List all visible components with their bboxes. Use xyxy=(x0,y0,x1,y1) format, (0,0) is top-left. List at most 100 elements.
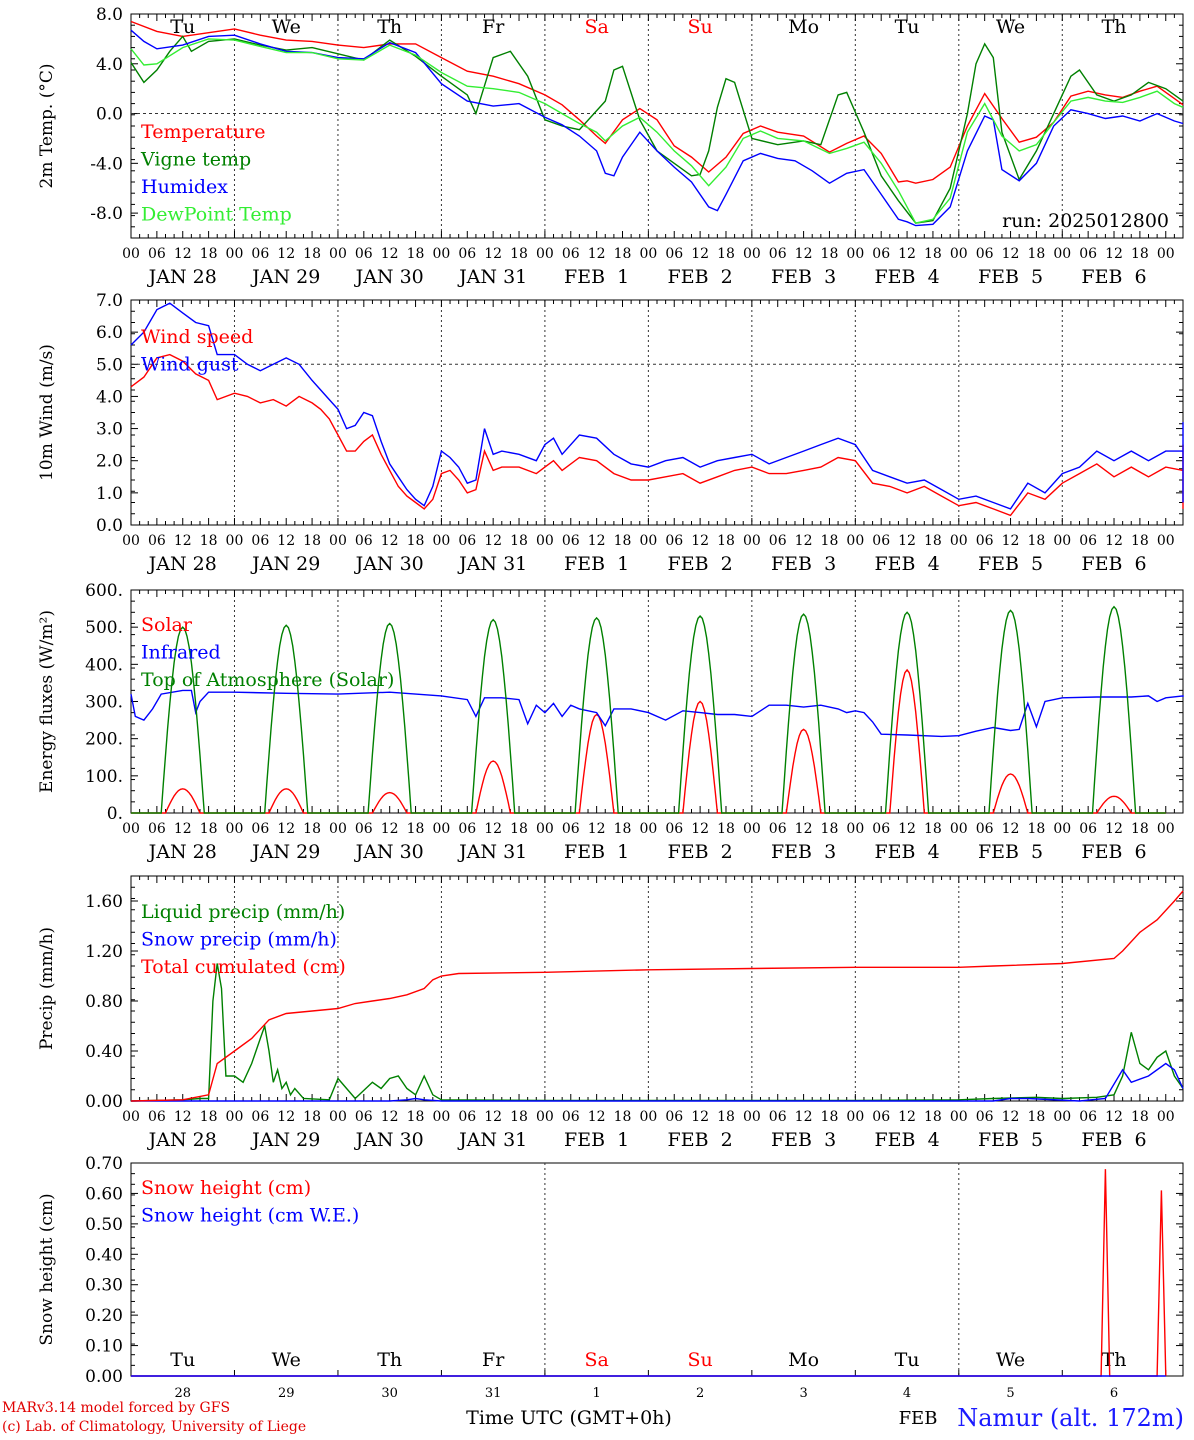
legend-entry: Snow precip (mm/h) xyxy=(141,929,337,951)
month-label: FEB xyxy=(899,1408,938,1429)
hour-label: 18 xyxy=(717,246,735,262)
date-label: FEB 6 xyxy=(1081,1129,1146,1151)
series-line-snow-height-cm- xyxy=(131,1169,1167,1377)
day-name: Th xyxy=(377,16,402,38)
hour-label: 00 xyxy=(639,246,657,262)
hour-label: 18 xyxy=(303,821,321,837)
date-label: FEB 3 xyxy=(771,553,836,575)
legend-entry: Top of Atmosphere (Solar) xyxy=(141,669,394,691)
hour-label: 18 xyxy=(510,821,528,837)
date-label: JAN 31 xyxy=(457,553,527,575)
hour-label: 18 xyxy=(407,246,425,262)
hour-label: 06 xyxy=(872,533,890,549)
hour-label: 12 xyxy=(484,246,502,262)
hour-label: 00 xyxy=(743,246,761,262)
hour-label: 00 xyxy=(743,821,761,837)
hour-label: 00 xyxy=(536,821,554,837)
hour-label: 18 xyxy=(1131,821,1149,837)
legend-entry: Vigne temp xyxy=(140,149,251,171)
legend-entry: Snow height (cm) xyxy=(141,1177,311,1199)
hour-label: 06 xyxy=(562,246,580,262)
hour-label: 18 xyxy=(303,533,321,549)
hour-label: 18 xyxy=(510,1109,528,1125)
date-label: JAN 29 xyxy=(250,1129,320,1151)
y-tick-label: 100. xyxy=(85,767,123,787)
hour-label: 00 xyxy=(950,821,968,837)
hour-label: 06 xyxy=(458,1109,476,1125)
hour-label: 12 xyxy=(174,821,192,837)
series-line-total-cumulated-cm- xyxy=(130,890,1184,1102)
hour-label: 12 xyxy=(795,533,813,549)
hour-label: 06 xyxy=(148,1109,166,1125)
day-name: We xyxy=(996,16,1025,38)
hour-label: 18 xyxy=(821,1109,839,1125)
hour-label: 18 xyxy=(407,821,425,837)
y-tick-label: 400. xyxy=(85,655,123,675)
y-tick-label: 4.0 xyxy=(96,55,123,75)
hour-label: 00 xyxy=(226,246,244,262)
series-line-wind-speed xyxy=(130,353,1184,517)
day-number: 30 xyxy=(381,1386,398,1401)
day-name: We xyxy=(272,1349,301,1371)
y-axis-label: Energy fluxes (W/m²) xyxy=(37,610,57,793)
hour-label: 00 xyxy=(639,1109,657,1125)
y-tick-label: 0.0 xyxy=(96,516,123,536)
date-label: JAN 29 xyxy=(250,841,320,863)
hour-label: 00 xyxy=(1053,1109,1071,1125)
hour-label: 00 xyxy=(1157,821,1175,837)
hour-label: 12 xyxy=(277,1109,295,1125)
day-name: We xyxy=(272,16,301,38)
hour-label: 00 xyxy=(122,533,140,549)
hour-label: 06 xyxy=(872,821,890,837)
hour-label: 18 xyxy=(717,821,735,837)
y-axis-label: 2m Temp. (°C) xyxy=(37,63,57,188)
hour-label: 12 xyxy=(795,1109,813,1125)
hour-label: 18 xyxy=(1131,533,1149,549)
date-label: FEB 5 xyxy=(978,1129,1043,1151)
date-label: JAN 30 xyxy=(354,553,424,575)
hour-label: 12 xyxy=(381,821,399,837)
y-tick-label: 2.0 xyxy=(96,452,123,472)
day-number: 2 xyxy=(696,1386,704,1401)
hour-label: 12 xyxy=(898,533,916,549)
hour-label: 06 xyxy=(769,821,787,837)
hour-label: 00 xyxy=(122,246,140,262)
series-line-wind-gust xyxy=(130,302,1184,510)
hour-label: 00 xyxy=(950,533,968,549)
y-tick-label: 0.50 xyxy=(85,1215,123,1235)
hour-label: 12 xyxy=(1105,1109,1123,1125)
lab-credit: (c) Lab. of Climatology, University of L… xyxy=(2,1419,307,1435)
hour-label: 00 xyxy=(433,533,451,549)
hour-label: 18 xyxy=(924,533,942,549)
hour-label: 00 xyxy=(329,821,347,837)
y-tick-label: 1.20 xyxy=(85,942,123,962)
hour-label: 12 xyxy=(381,533,399,549)
hour-label: 00 xyxy=(950,1109,968,1125)
hour-label: 18 xyxy=(1027,533,1045,549)
hour-label: 00 xyxy=(226,1109,244,1125)
hour-label: 12 xyxy=(381,1109,399,1125)
y-tick-label: -4.0 xyxy=(90,154,123,174)
series-line-liquid-precip-mm-h- xyxy=(130,963,1184,1102)
hour-label: 18 xyxy=(924,1109,942,1125)
day-number: 3 xyxy=(799,1386,807,1401)
legend-entry: DewPoint Temp xyxy=(141,204,292,226)
date-label: FEB 2 xyxy=(668,841,733,863)
model-credit: MARv3.14 model forced by GFS xyxy=(2,1400,231,1416)
legend-entry: Infrared xyxy=(141,642,221,664)
hour-label: 18 xyxy=(407,1109,425,1125)
date-label: JAN 31 xyxy=(457,266,527,288)
y-tick-label: 0.40 xyxy=(85,1245,123,1265)
series-line-humidex xyxy=(130,29,1184,227)
hour-label: 00 xyxy=(226,533,244,549)
y-tick-label: 3.0 xyxy=(96,420,123,440)
day-name: Mo xyxy=(788,16,819,38)
day-number: 1 xyxy=(592,1386,600,1401)
hour-label: 06 xyxy=(769,1109,787,1125)
legend-entry: Snow height (cm W.E.) xyxy=(141,1205,359,1227)
hour-label: 00 xyxy=(639,821,657,837)
day-number: 28 xyxy=(174,1386,191,1401)
series-line-dewpoint-temp xyxy=(130,38,1184,224)
hour-label: 06 xyxy=(562,1109,580,1125)
hour-label: 06 xyxy=(355,533,373,549)
